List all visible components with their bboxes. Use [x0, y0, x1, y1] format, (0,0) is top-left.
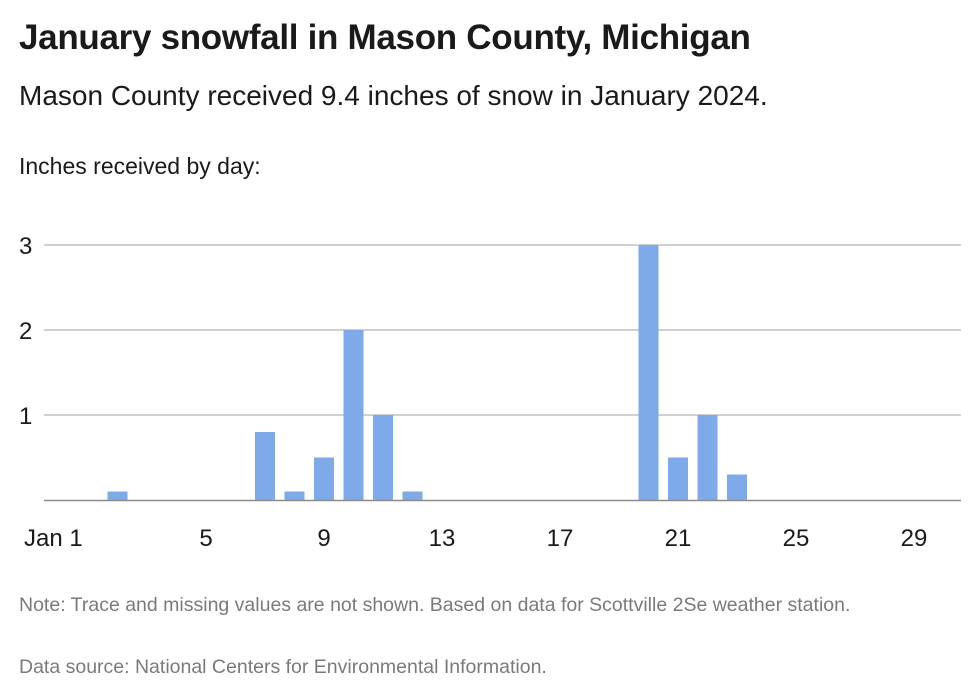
- bar-jan-2: [107, 491, 128, 500]
- x-tick-label: Jan 1: [24, 525, 83, 552]
- data-source: Data source: National Centers for Enviro…: [19, 656, 547, 678]
- y-tick-label: 1: [19, 403, 32, 430]
- bar-jan-9: [314, 457, 334, 500]
- chart-subtitle: Mason County received 9.4 inches of snow…: [19, 80, 768, 111]
- x-tick-label: 17: [547, 525, 574, 552]
- x-tick-label: 9: [317, 525, 330, 552]
- bar-jan-20: [638, 245, 659, 500]
- x-tick-label: 13: [429, 525, 456, 552]
- snowfall-bar-chart: 1 2 3 Jan 1 5 9 13 17 21 25 29: [19, 233, 961, 552]
- chart-note: Note: Trace and missing values are not s…: [19, 594, 851, 616]
- bar-jan-21: [668, 457, 688, 500]
- y-tick-label: 3: [19, 233, 32, 260]
- y-tick-label: 2: [19, 318, 32, 345]
- bar-jan-12: [402, 491, 423, 500]
- x-tick-label: 25: [783, 525, 810, 552]
- chart-title: January snowfall in Mason County, Michig…: [19, 18, 751, 57]
- bar-jan-11: [373, 415, 393, 500]
- x-tick-label: 21: [665, 525, 692, 552]
- bar-jan-10: [343, 330, 364, 500]
- y-axis-caption: Inches received by day:: [19, 153, 261, 179]
- bar-jan-7: [255, 432, 275, 500]
- bar-jan-23: [727, 474, 747, 500]
- x-tick-label: 5: [199, 525, 212, 552]
- bar-jan-8: [284, 491, 305, 500]
- bar-jan-22: [697, 415, 718, 500]
- x-tick-label: 29: [901, 525, 928, 552]
